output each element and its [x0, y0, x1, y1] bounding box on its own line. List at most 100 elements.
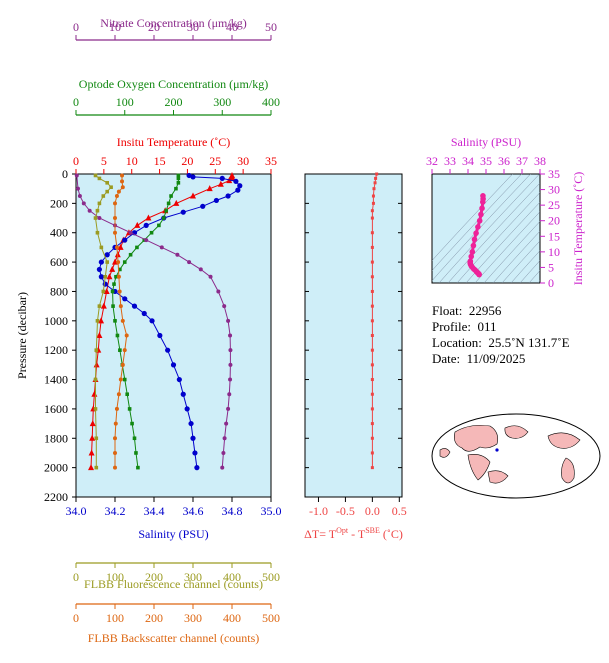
temperature-marker	[145, 214, 152, 221]
salinity-marker	[176, 376, 182, 383]
temperature-series	[88, 171, 235, 471]
oxygen-tick-label: 400	[262, 95, 280, 109]
delta-t-marker	[370, 304, 374, 308]
ts-marker	[476, 271, 482, 278]
delta-t-marker	[370, 363, 374, 367]
salinity-tick-label: 34.2	[105, 504, 126, 518]
salinity-marker	[149, 318, 155, 324]
pressure-tick-label: 600	[50, 255, 68, 269]
nitrate-marker	[220, 465, 225, 470]
oxygen-marker	[157, 223, 161, 228]
backscatter-marker	[113, 421, 118, 426]
nitrate-marker	[222, 436, 227, 441]
delta-t-marker	[372, 187, 376, 191]
density-contour	[432, 174, 522, 271]
land-shape	[467, 454, 491, 481]
salinity-marker	[186, 172, 192, 179]
temperature-tick-label: 35	[265, 154, 277, 168]
temperature-marker	[103, 287, 110, 294]
salinity-marker	[237, 183, 243, 189]
backscatter-marker	[113, 450, 117, 455]
ts-temp-tick-label: 15	[548, 229, 560, 243]
float-label: Float:	[432, 303, 463, 318]
nitrate-marker	[208, 274, 213, 279]
backscatter-marker	[113, 201, 117, 206]
oxygen-marker	[176, 176, 181, 181]
salinity-marker	[102, 281, 108, 287]
backscatter-marker	[120, 179, 125, 184]
salinity-marker	[184, 406, 190, 412]
salinity-tick-label: 34.6	[183, 504, 204, 518]
backscatter-marker	[113, 216, 117, 221]
salinity-marker	[131, 303, 138, 309]
oxygen-marker	[125, 392, 129, 397]
salinity-marker	[190, 435, 196, 441]
backscatter-marker	[122, 348, 127, 353]
ts-marker	[468, 253, 475, 260]
date-label: Date:	[432, 351, 461, 366]
backscatter-marker	[113, 465, 117, 470]
temperature-marker	[98, 317, 105, 324]
nitrate-series	[74, 173, 233, 470]
nitrate-marker	[226, 318, 231, 323]
oxygen-tick-label: 300	[213, 95, 231, 109]
fluorescence-marker	[95, 230, 100, 235]
nitrate-marker	[222, 304, 227, 309]
backscatter-marker	[116, 260, 121, 265]
ts-temp-axis-label: Insitu Temperature (˚C)	[571, 172, 585, 286]
nitrate-marker	[228, 377, 233, 382]
density-contour	[528, 270, 540, 283]
density-contour	[519, 260, 540, 283]
delta-t-marker	[370, 334, 374, 337]
backscatter-marker	[118, 377, 123, 382]
temperature-tick-label: 25	[209, 154, 221, 168]
temperature-marker	[117, 243, 124, 250]
fluorescence-marker	[94, 465, 99, 470]
nitrate-marker	[144, 238, 149, 243]
delta-t-marker	[370, 319, 374, 323]
delta-t-marker	[374, 176, 378, 180]
salinity-marker	[213, 197, 219, 204]
salinity-tick-label: 34.0	[66, 504, 87, 518]
backscatter-axis-label: FLBB Backscatter channel (counts)	[88, 631, 260, 645]
delta-t-marker	[370, 422, 374, 426]
fluorescence-marker	[93, 407, 98, 411]
temperature-axis-label: Insitu Temperature (˚C)	[117, 135, 231, 149]
nitrate-marker	[228, 362, 233, 367]
temperature-marker	[96, 332, 103, 338]
backscatter-tick-label: 0	[73, 611, 79, 625]
float-id-line: Float: 22956	[432, 303, 501, 318]
density-contour	[510, 250, 540, 283]
nitrate-marker	[216, 289, 221, 294]
nitrate-marker	[77, 194, 82, 199]
ts-temp-tick-label: 20	[548, 214, 560, 228]
pressure-tick-label: 800	[50, 284, 68, 298]
density-contour	[492, 230, 540, 283]
fluorescence-marker	[103, 274, 108, 279]
ts-marker	[471, 236, 478, 243]
delta-t-tick-label: -1.0	[309, 504, 328, 518]
delta-t-marker	[371, 201, 375, 205]
oxygen-marker	[166, 201, 171, 206]
fluorescence-marker	[105, 181, 109, 185]
temperature-marker	[100, 302, 107, 309]
fluorescence-series	[93, 173, 113, 470]
delta-t-marker	[370, 289, 374, 293]
salinity-marker	[141, 310, 147, 317]
backscatter-marker	[116, 189, 121, 194]
nitrate-marker	[228, 333, 233, 338]
oxygen-marker	[114, 274, 118, 279]
oxygen-marker	[134, 451, 138, 455]
fluorescence-marker	[94, 436, 99, 441]
salinity-marker	[190, 174, 196, 180]
ts-marker	[475, 224, 481, 230]
world-map	[431, 413, 601, 499]
oxygen-marker	[112, 282, 116, 286]
delta-t-marker	[370, 451, 374, 455]
oxygen-marker	[113, 319, 117, 323]
pressure-tick-label: 400	[50, 226, 68, 240]
location-line: Location: 25.5˚N 131.7˚E	[432, 335, 570, 350]
